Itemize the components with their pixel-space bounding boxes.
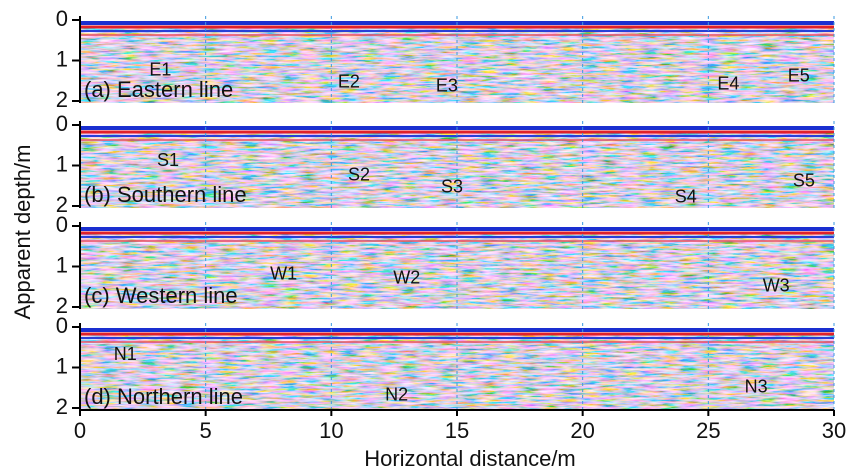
annotation: E3: [436, 76, 458, 96]
panel-label: (c) Western line: [84, 283, 238, 308]
y-tick-label: 2: [56, 394, 68, 419]
y-tick-label: 0: [56, 6, 68, 31]
y-tick-label: 0: [56, 212, 68, 237]
x-axis-label: Horizontal distance/m: [364, 446, 576, 471]
panel-label: (b) Southern line: [84, 182, 247, 207]
annotation: E1: [149, 59, 171, 79]
annotation: E5: [788, 65, 810, 85]
y-tick-label: 1: [56, 151, 68, 176]
x-tick-label: 0: [74, 418, 86, 443]
x-tick-label: 15: [445, 418, 469, 443]
annotation: S4: [675, 187, 697, 207]
x-tick-label: 30: [822, 418, 846, 443]
annotation: S1: [157, 150, 179, 170]
annotation: N1: [114, 344, 137, 364]
y-tick-label: 1: [56, 46, 68, 71]
annotation: W2: [393, 267, 420, 287]
annotation: W1: [270, 263, 297, 283]
y-axis-label: Apparent depth/m: [10, 145, 35, 320]
x-tick-label: 5: [200, 418, 212, 443]
y-tick-label: 2: [56, 192, 68, 217]
y-tick-label: 2: [56, 293, 68, 318]
y-tick-label: 2: [56, 87, 68, 112]
annotation: S5: [793, 170, 815, 190]
annotation: S3: [441, 177, 463, 197]
x-tick-label: 20: [570, 418, 594, 443]
y-tick-label: 0: [56, 111, 68, 136]
panel-label: (a) Eastern line: [84, 77, 233, 102]
annotation: E2: [338, 72, 360, 92]
y-tick-label: 1: [56, 252, 68, 277]
annotation: N2: [385, 385, 408, 405]
annotation: W3: [763, 276, 790, 296]
annotation: N3: [745, 377, 768, 397]
annotation: E4: [717, 74, 739, 94]
y-tick-label: 0: [56, 313, 68, 338]
annotation: S2: [348, 164, 370, 184]
x-tick-label: 10: [319, 418, 343, 443]
x-tick-label: 25: [696, 418, 720, 443]
panel-label: (d) Northern line: [84, 384, 243, 409]
y-tick-label: 1: [56, 353, 68, 378]
